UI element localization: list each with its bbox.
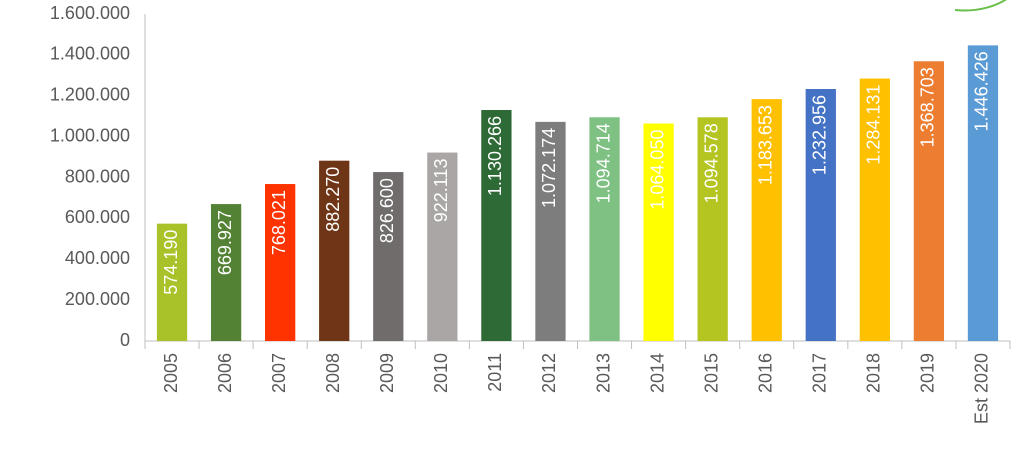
y-tick-label: 600.000 (65, 207, 130, 227)
x-tick-label: 2009 (377, 353, 397, 393)
x-tick-label: 2019 (918, 353, 938, 393)
value-label: 826.600 (377, 178, 397, 243)
bar (643, 123, 674, 341)
x-tick-label: 2014 (647, 353, 667, 393)
bar (535, 121, 566, 341)
bar (589, 117, 620, 342)
value-label: 574.190 (161, 230, 181, 295)
bar (859, 78, 890, 341)
y-tick-label: 200.000 (65, 289, 130, 309)
x-tick-label: 2017 (810, 353, 830, 393)
value-label: 1.094.578 (701, 123, 721, 203)
bar (427, 152, 458, 341)
value-label: 1.368.703 (918, 67, 938, 147)
x-tick-label: 2012 (539, 353, 559, 393)
bar (805, 89, 836, 341)
y-tick-label: 400.000 (65, 248, 130, 268)
bar (751, 99, 782, 342)
y-tick-label: 800.000 (65, 166, 130, 186)
logo-arc (954, 0, 1007, 12)
y-tick-label: 1.400.000 (50, 44, 130, 64)
value-label: 922.113 (431, 159, 451, 223)
value-label: 1.072.174 (539, 128, 559, 208)
y-tick-label: 0 (120, 330, 130, 350)
value-label: 1.284.131 (864, 85, 884, 165)
value-label: 768.021 (269, 190, 289, 255)
y-tick-label: 1.600.000 (50, 3, 130, 23)
x-tick-label: 2016 (755, 353, 775, 393)
bar (319, 160, 350, 341)
x-tick-label: 2013 (593, 353, 613, 393)
bar (265, 184, 296, 341)
x-tick-label: 2006 (215, 353, 235, 393)
x-tick-label: Est 2020 (972, 353, 992, 424)
x-tick-label: 2007 (269, 353, 289, 393)
bar (481, 110, 512, 341)
value-label: 1.446.426 (972, 51, 992, 131)
bar (913, 61, 945, 341)
x-tick-label: 2011 (485, 353, 505, 392)
value-label: 1.130.266 (485, 116, 505, 196)
value-label: 1.094.714 (593, 123, 613, 203)
bar (210, 204, 242, 341)
x-tick-label: 2008 (323, 353, 343, 393)
bar (697, 117, 728, 341)
x-tick-label: 2018 (864, 353, 884, 393)
bar (156, 223, 188, 341)
x-tick-label: 2010 (431, 353, 451, 393)
y-tick-label: 1.200.000 (50, 85, 130, 105)
value-label: 1.232.956 (810, 95, 830, 175)
x-tick-label: 2015 (701, 353, 721, 393)
value-label: 882.270 (323, 167, 343, 232)
x-tick-label: 2005 (161, 353, 181, 393)
bar (967, 45, 999, 341)
value-label: 1.064.050 (647, 130, 667, 210)
value-label: 1.183.653 (755, 105, 775, 185)
value-label: 669.927 (215, 210, 235, 275)
y-tick-label: 1.000.000 (50, 125, 130, 145)
bar (373, 172, 404, 341)
